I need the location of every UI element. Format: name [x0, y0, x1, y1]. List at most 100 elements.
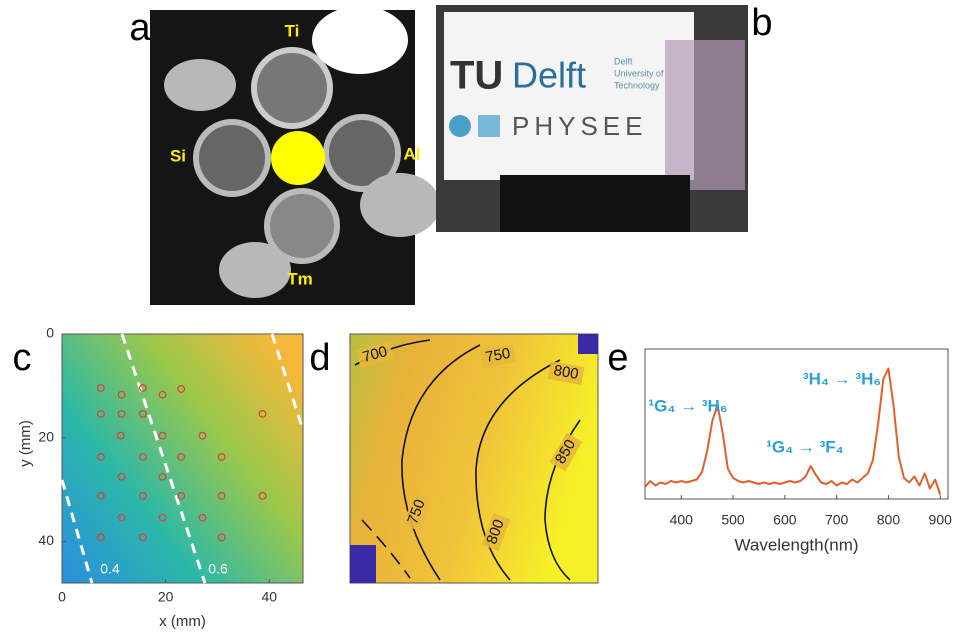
- annotation: ¹G₄ → ³F₄: [766, 437, 844, 456]
- shutter: [164, 59, 236, 111]
- source: [251, 47, 333, 129]
- point: [158, 390, 167, 399]
- point: [158, 513, 167, 522]
- point: [117, 513, 126, 522]
- source-label: Al: [404, 144, 421, 163]
- point: [177, 491, 186, 500]
- point: [138, 384, 147, 392]
- logo: Delft: [512, 55, 586, 96]
- chart-e: 400 500 600 700 800 900 ¹G₄ → ³H₆ ¹G₄ → ³F₄ ³H₄ …: [607, 337, 952, 554]
- logo-text: Technology: [614, 80, 660, 90]
- y-tick-label: 40: [38, 532, 54, 548]
- contour-line: [60, 479, 94, 584]
- label-bg: [547, 361, 585, 385]
- logo-mark: [478, 115, 500, 137]
- source: [193, 119, 271, 197]
- shutter: [312, 6, 408, 74]
- substrate: [271, 131, 325, 185]
- shutter: [219, 242, 291, 298]
- x-axis-label: Wavelength(nm): [734, 535, 858, 554]
- label-bg: [481, 512, 511, 552]
- logo: TU: [450, 54, 503, 98]
- point: [117, 409, 126, 418]
- plot-frame: [644, 348, 949, 500]
- contour-label: 0.6: [208, 561, 228, 577]
- spectrum-line: [644, 367, 942, 495]
- glass: [665, 40, 745, 190]
- contour-line: [361, 519, 411, 579]
- point: [96, 491, 105, 500]
- chart-c: 0.4 0.6 0 20 40 0 20 40 x (mm) y (mm) c: [13, 325, 305, 630]
- contour-label: 750: [484, 345, 512, 366]
- point: [258, 409, 267, 418]
- holder: [500, 175, 690, 232]
- point: [217, 533, 226, 542]
- annotation: ¹G₄ → ³H₆: [648, 396, 727, 415]
- source-label: Ti: [285, 21, 300, 40]
- plot-frame: [61, 333, 304, 584]
- y-tick-label: 20: [38, 428, 54, 444]
- source: [264, 188, 340, 264]
- panel-label: e: [607, 337, 628, 379]
- point: [138, 409, 147, 418]
- x-tick-label: 40: [262, 589, 278, 605]
- point: [217, 452, 226, 461]
- masked-cell: [578, 334, 598, 354]
- x-tick-label: 600: [773, 512, 797, 528]
- heatmap: [62, 334, 303, 583]
- contour-label: 800: [552, 362, 580, 383]
- logo-mark: [449, 115, 471, 137]
- contour-line: [401, 344, 481, 581]
- x-tick-label: 700: [825, 512, 849, 528]
- contour-line: [120, 333, 207, 584]
- panel-label: d: [309, 337, 330, 379]
- label-bg: [479, 344, 517, 368]
- point: [96, 452, 105, 461]
- point: [177, 452, 186, 461]
- contour-label: 0.4: [100, 561, 120, 577]
- card: [444, 12, 694, 180]
- logo-text: Delft: [614, 56, 633, 66]
- point: [258, 491, 267, 500]
- point: [198, 513, 207, 522]
- x-tick-label: 0: [58, 589, 66, 605]
- logo-text: University of: [614, 68, 664, 78]
- company: PHYSEE: [512, 111, 648, 141]
- source-label: Si: [170, 146, 186, 165]
- x-tick-label: 20: [158, 589, 174, 605]
- panel-label: c: [13, 337, 32, 379]
- point: [177, 385, 186, 393]
- annotation: ³H₄ → ³H₆: [803, 369, 881, 388]
- x-tick-label: 500: [721, 512, 745, 528]
- point: [116, 431, 125, 440]
- label-bg: [549, 432, 583, 472]
- masked-cell: [350, 545, 376, 583]
- y-tick-label: 0: [46, 325, 54, 341]
- source: [323, 114, 401, 192]
- point: [198, 431, 207, 440]
- point: [158, 431, 167, 440]
- contour-label: 700: [361, 343, 390, 366]
- x-tick-label: 400: [670, 512, 694, 528]
- point: [96, 409, 105, 418]
- panel-label: a: [129, 7, 151, 49]
- point: [117, 472, 126, 481]
- point: [158, 472, 167, 481]
- point: [138, 491, 147, 500]
- y-axis-label: y (mm): [17, 420, 34, 467]
- point: [217, 491, 226, 500]
- point: [96, 384, 105, 392]
- point: [138, 452, 147, 461]
- point: [96, 533, 105, 542]
- panel-label: b: [751, 2, 772, 44]
- shutter: [360, 173, 440, 237]
- source-label: Tm: [287, 269, 313, 288]
- x-tick-label: 800: [877, 512, 901, 528]
- contour-line: [475, 359, 561, 581]
- x-tick-label: 900: [929, 512, 953, 528]
- label-bg: [356, 341, 394, 369]
- label-bg: [402, 492, 432, 532]
